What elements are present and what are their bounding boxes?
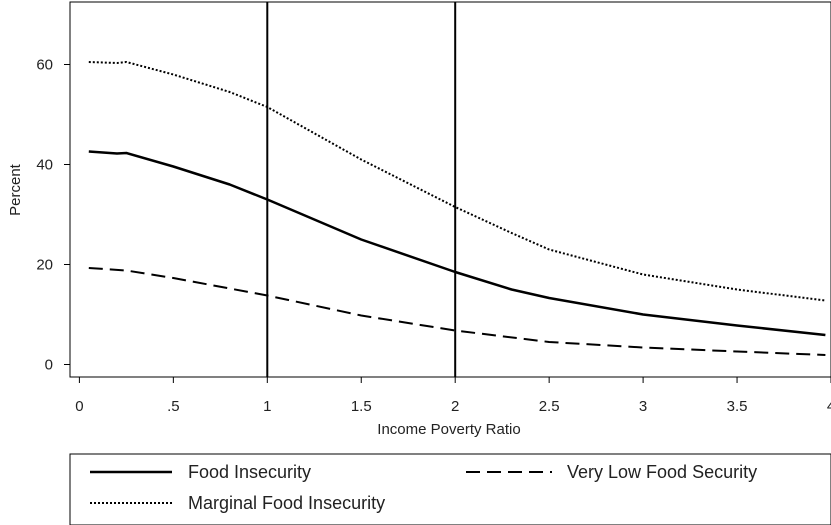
y-tick-label-3: 60 xyxy=(36,57,53,74)
series-line-food-insecurity xyxy=(88,150,826,337)
y-tick-label-2: 40 xyxy=(36,157,53,174)
y-axis-title: Percent xyxy=(7,163,24,216)
x-tick-label-3: 1.5 xyxy=(351,398,372,415)
x-axis-title: Income Poverty Ratio xyxy=(377,421,520,438)
x-tick-label-2: 1 xyxy=(263,398,271,415)
x-tick-label-4: 2 xyxy=(451,398,459,415)
x-tick-label-0: 0 xyxy=(75,398,83,415)
plot-frame xyxy=(69,1,831,378)
y-tick-label-0: 0 xyxy=(45,357,53,374)
x-tick-label-5: 2.5 xyxy=(539,398,560,415)
series-line-marginal-food-insecurity xyxy=(88,61,826,302)
x-tick-label-6: 3 xyxy=(639,398,647,415)
y-tick-label-1: 20 xyxy=(36,257,53,274)
legend-label-1: Very Low Food Security xyxy=(567,462,757,482)
legend-label-2: Marginal Food Insecurity xyxy=(188,493,385,513)
x-tick-label-7: 3.5 xyxy=(727,398,748,415)
x-tick-label-8: 4 xyxy=(827,398,831,415)
legend-label-0: Food Insecurity xyxy=(188,462,311,482)
legend-box xyxy=(69,453,831,525)
x-tick-label-1: .5 xyxy=(167,398,180,415)
series-line-very-low-food-security xyxy=(88,267,826,356)
